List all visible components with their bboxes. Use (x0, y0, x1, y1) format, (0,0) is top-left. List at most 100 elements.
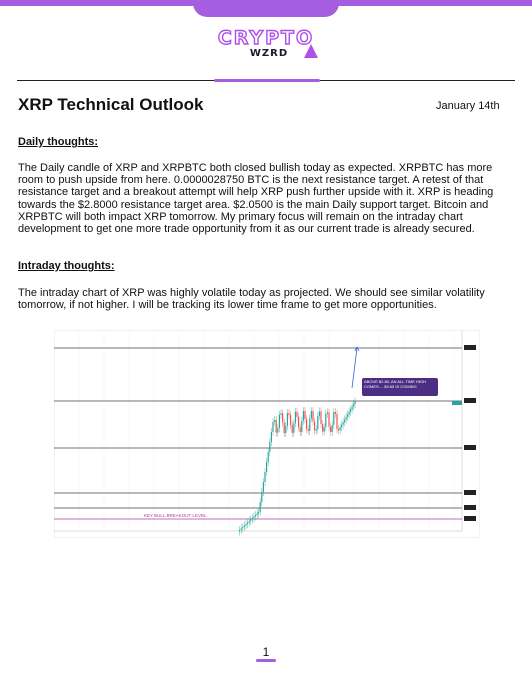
price-tag (452, 401, 462, 405)
candle (258, 512, 260, 514)
candle (243, 525, 245, 527)
candle (350, 409, 352, 412)
candle (240, 528, 242, 530)
report-date: January 14th (436, 100, 500, 112)
candle (312, 411, 314, 422)
candle (318, 411, 320, 416)
candle (253, 516, 255, 518)
xrp-intraday-chart: KEY BULL BREAKOUT LEVEL ABOVE $2.80, AN … (53, 329, 481, 539)
candle (272, 422, 274, 432)
candle (320, 411, 322, 425)
candle (298, 416, 300, 428)
candle (306, 418, 308, 430)
candle (309, 418, 311, 431)
candle (339, 427, 341, 430)
brand-logo-top: CRYPTO (217, 27, 315, 49)
candle (291, 425, 293, 433)
chart-levels (54, 347, 462, 520)
page-number: 1 (262, 645, 270, 659)
candle (266, 462, 268, 472)
chart-candles (239, 397, 356, 536)
candle (288, 413, 290, 415)
candle (307, 429, 309, 431)
candle (278, 414, 280, 429)
candle (264, 472, 266, 482)
breakout-label: KEY BULL BREAKOUT LEVEL (144, 513, 207, 518)
candle (248, 521, 250, 523)
candle (354, 401, 356, 404)
candle (344, 419, 346, 423)
candle (336, 413, 338, 430)
candle (294, 411, 296, 424)
candle (290, 414, 292, 426)
candle (251, 518, 253, 520)
candle (270, 432, 272, 442)
candle (322, 424, 324, 432)
price-tag (464, 398, 476, 403)
page-title: XRP Technical Outlook (18, 95, 204, 114)
wizard-hat-icon (304, 44, 318, 58)
candle (245, 524, 247, 526)
candle (353, 404, 355, 407)
candle (274, 420, 276, 422)
candle (262, 482, 264, 492)
candle (283, 422, 285, 433)
daily-body: The Daily candle of XRP and XRPBTC both … (18, 162, 494, 236)
candle (242, 527, 244, 529)
candle (347, 414, 349, 417)
chart-grid (78, 330, 455, 531)
candle (277, 428, 279, 433)
candle (338, 429, 340, 431)
candle (247, 522, 249, 524)
candle (323, 427, 325, 432)
candle (299, 427, 301, 433)
price-tag (464, 490, 476, 495)
candle (331, 424, 333, 432)
daily-heading: Daily thoughts: (18, 136, 99, 148)
candle (351, 406, 353, 410)
candle (345, 417, 347, 420)
price-tag (464, 345, 476, 350)
candle (255, 515, 257, 517)
candle (310, 411, 312, 419)
candle (296, 411, 298, 417)
candle (333, 412, 335, 425)
intraday-body: The intraday chart of XRP was highly vol… (18, 287, 485, 312)
price-tag (464, 505, 476, 510)
candle (269, 442, 271, 452)
top-accent-tab (193, 0, 339, 17)
candle (330, 426, 332, 432)
candle (250, 519, 252, 521)
projection-arrow (351, 347, 358, 389)
candle (259, 502, 261, 512)
chart-frame (53, 329, 481, 539)
brand-logo-bottom: WZRD (249, 48, 289, 59)
callout-box (362, 378, 438, 396)
price-tag (464, 445, 476, 450)
candle (293, 423, 295, 433)
candle (326, 412, 328, 414)
candle (304, 411, 306, 419)
candle (286, 413, 288, 426)
candle (256, 513, 258, 515)
price-tags (452, 345, 476, 521)
candle (267, 452, 269, 462)
candle (341, 424, 343, 428)
candle (314, 421, 316, 431)
candle (285, 425, 287, 433)
candle (301, 420, 303, 433)
candle (261, 492, 263, 502)
price-tag (464, 516, 476, 521)
brand-logo: CRYPTO WZRD (210, 27, 322, 64)
header-divider-accent (214, 79, 320, 82)
candle (302, 411, 304, 421)
callout-text: ABOVE $2.80, AN ALL TIME HIGH COMES.... … (364, 379, 427, 389)
candle (325, 413, 327, 428)
page-number-accent (256, 659, 276, 662)
projection-arrowhead (354, 346, 360, 352)
candle (282, 413, 284, 423)
candle (334, 412, 336, 414)
candle (328, 412, 330, 427)
candle (275, 420, 277, 433)
candle (342, 422, 344, 425)
